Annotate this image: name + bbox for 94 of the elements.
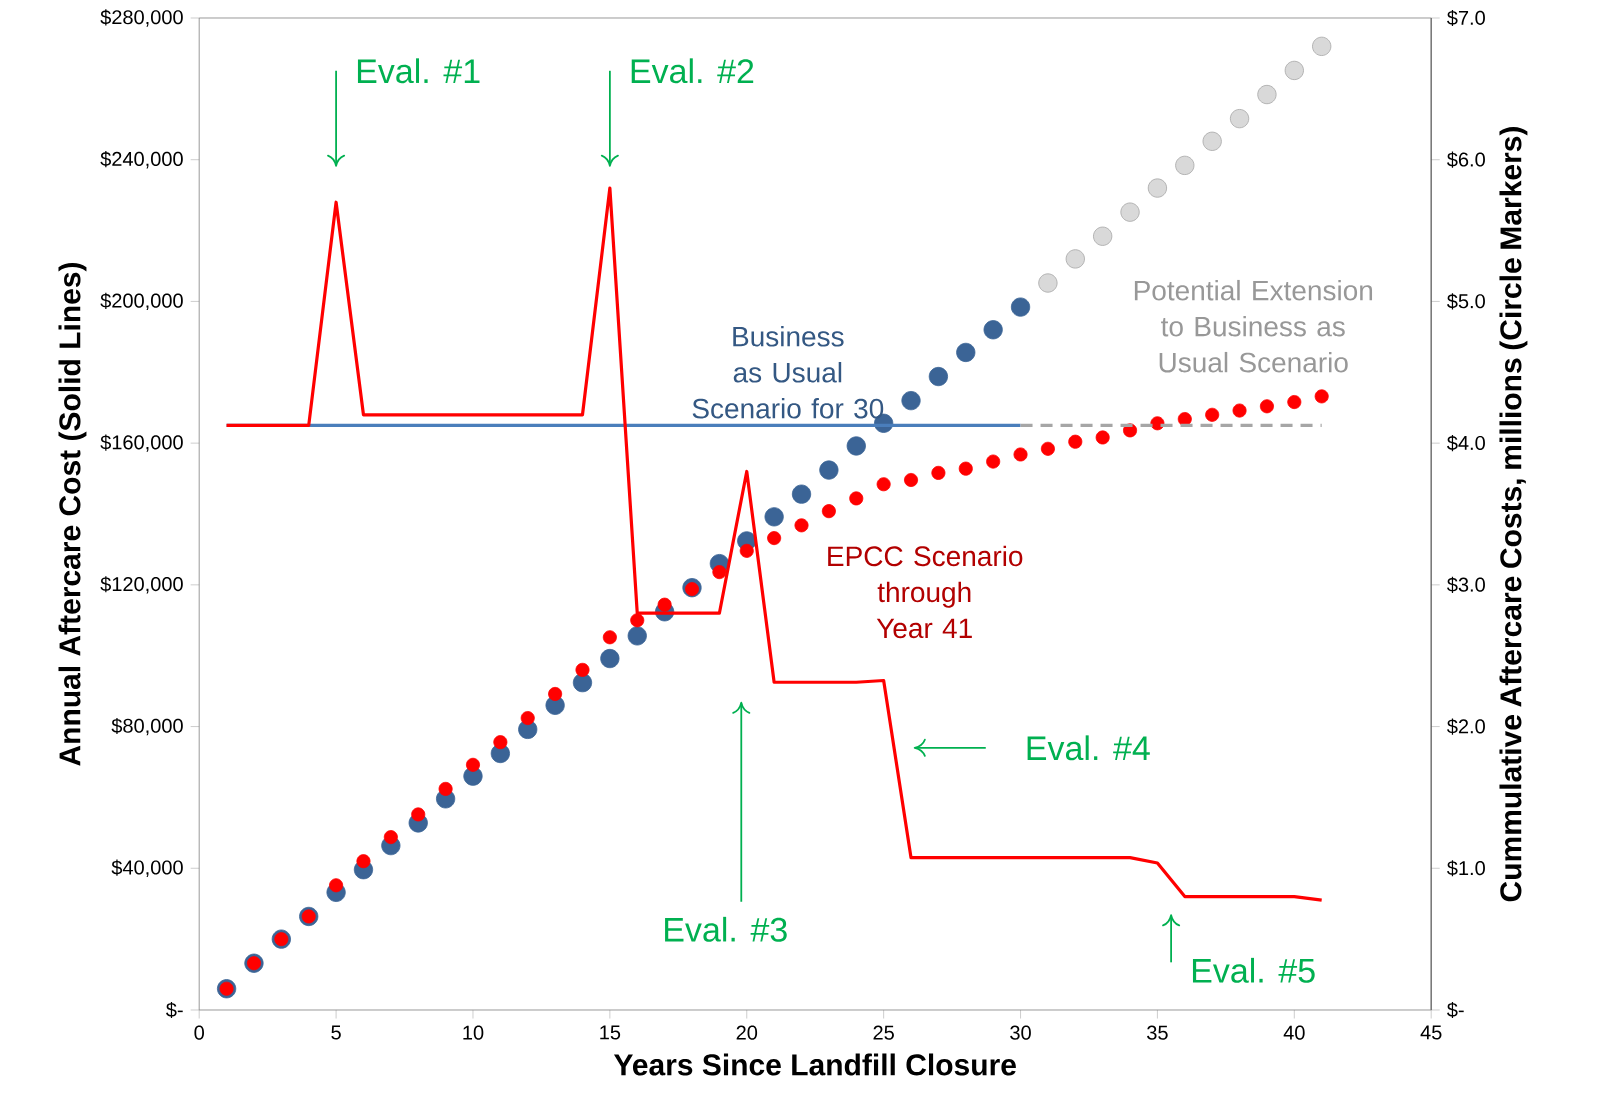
- point: [383, 830, 398, 845]
- annotation: Eval. #3: [665, 916, 787, 942]
- point: [1229, 109, 1250, 129]
- point: [956, 342, 976, 363]
- point: [1205, 407, 1220, 422]
- point: [630, 613, 645, 628]
- point: [876, 477, 891, 492]
- x-tick-label: 25: [873, 1025, 894, 1040]
- point: [1284, 60, 1304, 81]
- y-tick-label: $-: [166, 1001, 183, 1019]
- y-tick-label: $200,000: [100, 292, 183, 311]
- y2-tick-label: $6.0: [1447, 151, 1485, 168]
- point: [1065, 249, 1085, 269]
- y2-axis-title: Cummulative Aftercare Costs, millions (Circle Markers): [1499, 127, 1528, 902]
- annotation: Eval. #2: [631, 58, 754, 84]
- x-tick-label: 35: [1147, 1025, 1168, 1040]
- point: [602, 630, 617, 645]
- point: [600, 648, 620, 669]
- point: [1175, 155, 1195, 175]
- point: [1040, 441, 1055, 456]
- point: [1068, 434, 1083, 449]
- point: [411, 807, 426, 822]
- point: [1147, 178, 1168, 198]
- y2-tick-label: $2.0: [1447, 718, 1485, 735]
- point: [1202, 131, 1222, 151]
- annotation: Eval. #1: [357, 58, 480, 84]
- point: [1257, 84, 1277, 105]
- x-tick-label: 5: [331, 1025, 341, 1040]
- point: [1232, 403, 1247, 418]
- point: [356, 854, 371, 869]
- point: [931, 465, 946, 480]
- point: [767, 531, 782, 546]
- point: [1095, 430, 1110, 445]
- x-axis-title: Years Since Landfill Closure: [613, 1053, 1016, 1076]
- y2-tick-label: $7.0: [1447, 9, 1485, 27]
- point: [901, 391, 921, 411]
- point: [1038, 273, 1058, 293]
- y2-tick-label: $3.0: [1447, 576, 1485, 593]
- y-tick-label: $280,000: [100, 9, 183, 27]
- annotation: Eval. #5: [1192, 957, 1315, 983]
- y-axis-title: Annual Aftercare Cost (Solid Lines): [58, 262, 87, 766]
- point: [1314, 389, 1329, 404]
- series-label: Business as Usual Scenario for 30: [692, 325, 884, 419]
- y-tick-label: $40,000: [111, 859, 183, 877]
- x-tick-label: 20: [736, 1025, 758, 1040]
- y-tick-label: $80,000: [111, 717, 183, 736]
- point: [928, 366, 948, 387]
- x-tick-label: 40: [1283, 1025, 1305, 1040]
- point: [1259, 399, 1274, 414]
- point: [846, 436, 866, 456]
- point: [1287, 395, 1302, 410]
- point: [1312, 36, 1332, 56]
- point: [986, 454, 1001, 469]
- y2-tick-label: $4.0: [1447, 435, 1485, 452]
- x-tick-label: 10: [463, 1025, 484, 1040]
- y2-tick-label: $1.0: [1447, 860, 1485, 877]
- point: [849, 491, 864, 506]
- y-tick-label: $120,000: [100, 576, 183, 594]
- point: [657, 597, 672, 612]
- y-tick-label: $240,000: [100, 151, 183, 169]
- x-tick-label: 0: [194, 1025, 204, 1040]
- point: [794, 518, 809, 533]
- point: [739, 543, 754, 558]
- point: [764, 507, 784, 527]
- point: [1150, 416, 1165, 431]
- point: [819, 460, 839, 480]
- series-label: EPCC Scenario through Year 41: [828, 545, 1023, 639]
- point: [575, 662, 590, 677]
- point: [627, 626, 647, 646]
- y2-tick-label: $-: [1447, 1001, 1464, 1019]
- point: [548, 686, 563, 701]
- point: [1177, 412, 1192, 427]
- point: [958, 461, 973, 476]
- point: [438, 781, 453, 796]
- point: [1010, 297, 1031, 317]
- y2-tick-label: $5.0: [1447, 293, 1485, 310]
- point: [1013, 447, 1028, 462]
- point: [712, 565, 727, 580]
- point: [904, 472, 919, 487]
- annotation: Eval. #4: [1027, 735, 1150, 761]
- point: [465, 757, 480, 772]
- point: [1093, 226, 1113, 246]
- point: [329, 878, 344, 893]
- x-tick-label: 30: [1010, 1025, 1031, 1040]
- point: [520, 711, 535, 726]
- y-tick-label: $160,000: [100, 434, 183, 452]
- point: [791, 484, 812, 504]
- point: [493, 735, 508, 750]
- series-label: Potential Extension to Business as Usual Scenario: [1134, 279, 1373, 373]
- x-tick-label: 45: [1420, 1025, 1442, 1040]
- x-tick-label: 15: [600, 1025, 621, 1040]
- point: [1120, 202, 1140, 222]
- point: [983, 320, 1003, 340]
- point: [821, 504, 836, 519]
